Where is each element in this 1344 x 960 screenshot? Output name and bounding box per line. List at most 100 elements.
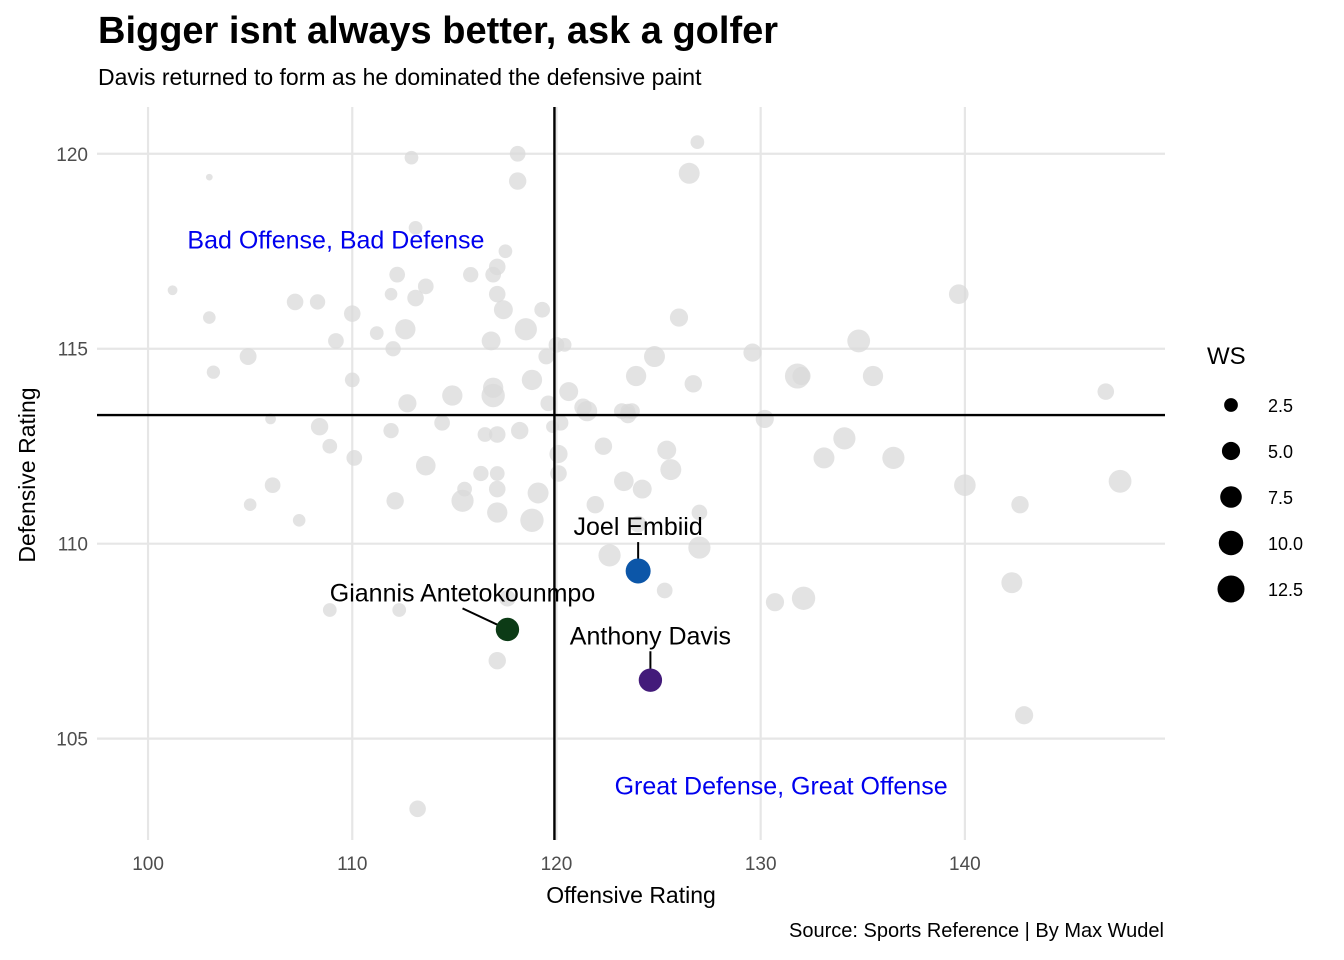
data-point [948, 284, 969, 304]
data-point [203, 311, 216, 324]
data-point [409, 800, 426, 818]
data-point [632, 479, 652, 499]
data-point [614, 471, 634, 492]
data-point [477, 427, 493, 442]
data-point [499, 589, 516, 607]
data-point [540, 395, 557, 412]
data-point [488, 426, 506, 443]
data-point [346, 450, 363, 466]
data-point [493, 300, 513, 320]
legend-size-marker [1224, 398, 1238, 412]
data-point [417, 278, 434, 295]
quadrant-labels: Bad Offense, Bad Defense Great Defense, G… [187, 227, 947, 801]
data-point [511, 421, 529, 440]
data-point [684, 375, 702, 393]
data-point [309, 294, 326, 310]
data-point [481, 383, 505, 408]
data-point [833, 427, 856, 450]
data-point [386, 492, 404, 510]
data-point [310, 418, 329, 436]
data-point [243, 498, 257, 511]
data-point [586, 495, 604, 514]
legend-label: 2.5 [1268, 396, 1293, 416]
chart-subtitle: Davis returned to form as he dominated t… [98, 64, 702, 90]
data-point [392, 603, 407, 617]
data-point [559, 382, 579, 402]
data-point [265, 413, 276, 425]
data-point [521, 369, 543, 391]
data-point [882, 446, 905, 470]
data-point [625, 365, 647, 387]
data-point [678, 162, 700, 184]
legend-label: 7.5 [1268, 488, 1293, 508]
x-tick-label: 130 [745, 854, 777, 875]
legend-size-marker [1218, 530, 1244, 556]
legend-size-marker [1217, 575, 1245, 603]
x-tick-label: 100 [132, 854, 164, 875]
axis-ticks: 100 110 120 130 140 105 110 115 120 [56, 145, 980, 875]
data-point [487, 502, 508, 523]
data-point [322, 603, 337, 617]
data-point [576, 400, 598, 422]
data-point [1097, 383, 1115, 400]
chart-title: Bigger isnt always better, ask a golfer [98, 10, 779, 52]
data-point [473, 465, 489, 482]
data-point [765, 593, 785, 612]
y-tick-label: 110 [58, 535, 88, 556]
data-point [488, 480, 506, 498]
chart-caption: Source: Sports Reference | By Max Wudel [789, 920, 1164, 942]
y-tick-label: 120 [56, 145, 88, 166]
data-point [451, 489, 474, 512]
data-point [167, 285, 178, 296]
data-point [656, 582, 673, 599]
legend-size-marker [1220, 486, 1242, 508]
data-point [644, 346, 665, 368]
data-point [624, 403, 640, 419]
data-point [660, 459, 682, 481]
data-point [557, 337, 572, 352]
legend-label: 12.5 [1268, 580, 1303, 600]
data-point [383, 422, 399, 439]
data-point [385, 341, 401, 357]
data-point [292, 513, 306, 527]
data-point [520, 508, 544, 532]
highlighted-point [638, 668, 663, 692]
data-point [527, 482, 549, 504]
data-point [344, 372, 360, 388]
grid-lines [97, 107, 1165, 840]
data-point [550, 465, 567, 482]
player-label: Joel Embiid [574, 513, 703, 541]
size-legend: WS 2.5 5.0 7.5 10.0 12.5 [1207, 343, 1303, 603]
reference-lines [97, 107, 1165, 840]
data-point [488, 285, 506, 303]
data-point [688, 536, 711, 559]
data-point [498, 244, 513, 259]
data-point [691, 504, 708, 521]
y-axis-title: Defensive Rating [14, 387, 40, 562]
data-point [463, 266, 479, 283]
x-axis-title: Offensive Rating [546, 882, 716, 908]
data-point [1108, 469, 1132, 493]
x-tick-label: 120 [541, 854, 573, 875]
data-point [791, 586, 816, 610]
data-point [286, 293, 304, 311]
highlighted-point [495, 617, 520, 642]
highlighted-points: Joel Embiid Giannis Antetokounmpo Anthony … [330, 513, 731, 692]
x-tick-label: 140 [949, 854, 981, 875]
data-point [205, 173, 213, 181]
data-point [549, 444, 568, 464]
data-point [847, 329, 871, 353]
legend-label: 5.0 [1268, 442, 1293, 462]
data-point [343, 305, 361, 322]
background-points [167, 135, 1132, 818]
data-point [239, 348, 257, 365]
data-point [792, 366, 811, 386]
highlighted-point [625, 558, 651, 584]
data-point [488, 258, 506, 276]
data-point [1015, 706, 1034, 725]
data-point [690, 135, 705, 149]
data-point [322, 438, 338, 454]
data-point [407, 289, 424, 307]
data-point [629, 515, 647, 533]
